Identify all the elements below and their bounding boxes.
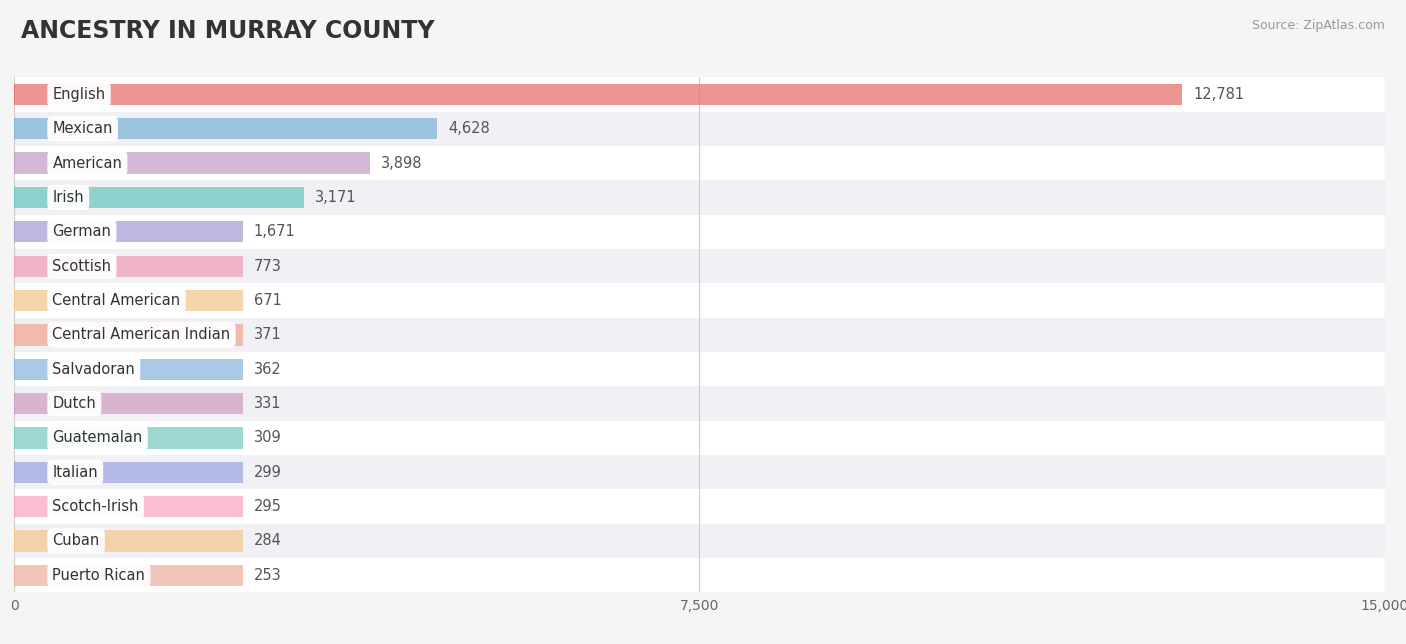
Bar <box>14 489 1385 524</box>
Text: 284: 284 <box>253 533 281 549</box>
Bar <box>14 187 304 208</box>
Bar <box>14 565 243 586</box>
Bar <box>14 249 1385 283</box>
Bar <box>14 524 1385 558</box>
Text: 253: 253 <box>253 568 281 583</box>
Text: Source: ZipAtlas.com: Source: ZipAtlas.com <box>1251 19 1385 32</box>
Bar <box>14 180 1385 214</box>
Bar <box>14 393 243 414</box>
Text: 12,781: 12,781 <box>1194 87 1244 102</box>
Text: Central American: Central American <box>52 293 180 308</box>
Bar <box>14 530 243 552</box>
Text: Dutch: Dutch <box>52 396 96 411</box>
Bar <box>14 352 1385 386</box>
Text: Guatemalan: Guatemalan <box>52 430 142 446</box>
Text: Cuban: Cuban <box>52 533 100 549</box>
Text: 4,628: 4,628 <box>449 121 489 137</box>
Text: 371: 371 <box>253 327 281 343</box>
Bar <box>14 118 437 140</box>
Bar <box>14 111 1385 146</box>
Bar <box>14 462 243 483</box>
Text: Puerto Rican: Puerto Rican <box>52 568 145 583</box>
Text: American: American <box>52 156 122 171</box>
Text: 3,898: 3,898 <box>381 156 423 171</box>
Bar <box>14 256 243 277</box>
Text: Scottish: Scottish <box>52 259 111 274</box>
Text: 299: 299 <box>253 465 281 480</box>
Bar <box>14 153 370 174</box>
Text: 773: 773 <box>253 259 281 274</box>
Text: 3,171: 3,171 <box>315 190 357 205</box>
Bar <box>14 496 243 517</box>
Bar <box>14 427 243 449</box>
Bar <box>14 290 243 311</box>
Bar <box>14 84 1182 105</box>
Bar <box>14 359 243 380</box>
Text: 1,671: 1,671 <box>253 224 295 240</box>
Text: Italian: Italian <box>52 465 98 480</box>
Text: 331: 331 <box>253 396 281 411</box>
Text: Central American Indian: Central American Indian <box>52 327 231 343</box>
Text: Irish: Irish <box>52 190 84 205</box>
Bar <box>14 421 1385 455</box>
Text: 671: 671 <box>253 293 281 308</box>
Bar <box>14 283 1385 317</box>
Text: English: English <box>52 87 105 102</box>
Text: Mexican: Mexican <box>52 121 112 137</box>
Bar <box>14 221 243 243</box>
Bar <box>14 146 1385 180</box>
Text: 295: 295 <box>253 499 281 514</box>
Text: ANCESTRY IN MURRAY COUNTY: ANCESTRY IN MURRAY COUNTY <box>21 19 434 43</box>
Bar <box>14 317 1385 352</box>
Bar <box>14 324 243 346</box>
Text: 362: 362 <box>253 362 281 377</box>
Text: Scotch-Irish: Scotch-Irish <box>52 499 139 514</box>
Bar <box>14 214 1385 249</box>
Text: Salvadoran: Salvadoran <box>52 362 135 377</box>
Bar <box>14 455 1385 489</box>
Bar <box>14 77 1385 111</box>
Bar <box>14 386 1385 421</box>
Bar <box>14 558 1385 592</box>
Text: 309: 309 <box>253 430 281 446</box>
Text: German: German <box>52 224 111 240</box>
